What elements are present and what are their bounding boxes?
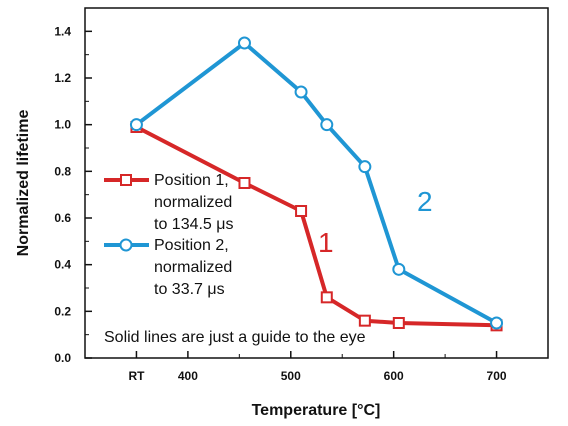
series-2-point-2 xyxy=(294,85,308,99)
series-1-point-2 xyxy=(295,205,308,217)
y-tick-label-2: 0.4 xyxy=(54,258,71,272)
series-2-tag: 2 xyxy=(417,186,433,217)
x-tick-label-3: 600 xyxy=(384,369,404,383)
y-tick-label-4: 0.8 xyxy=(54,164,71,178)
x-tick-label-1: 400 xyxy=(178,369,198,383)
axis-ticks: 0.0 0.2 0.4 0.6 0.8 1.0 1.2 1.4 RT 400 500 600 700 xyxy=(54,24,507,383)
series-1-point-5 xyxy=(392,317,405,329)
series-1-point-1 xyxy=(238,177,251,189)
legend-series-1-marker xyxy=(120,174,132,186)
x-tick-label-0: RT xyxy=(128,369,145,383)
series-markers xyxy=(129,36,504,332)
y-axis-title: Normalized lifetime xyxy=(15,110,32,257)
legend: Position 1, normalized to 134.5 μs Position… xyxy=(104,172,234,298)
series-1-point-4 xyxy=(358,314,371,327)
series-2-point-4 xyxy=(358,160,372,174)
legend-series-1-text-1: normalized xyxy=(154,194,232,211)
legend-series-2-text-2: to 33.7 μs xyxy=(154,281,225,298)
y-tick-label-5: 1.0 xyxy=(54,118,71,132)
y-tick-label-1: 0.2 xyxy=(54,304,71,318)
series-tags: 12 xyxy=(318,186,433,258)
guide-note: Solid lines are just a guide to the eye xyxy=(104,329,366,346)
x-tick-label-2: 500 xyxy=(281,369,301,383)
series-1-tag: 1 xyxy=(318,227,334,258)
series-2-point-6 xyxy=(490,316,504,330)
legend-series-1-text-0: Position 1, xyxy=(154,172,229,189)
y-tick-label-7: 1.4 xyxy=(54,24,71,38)
series-2-point-5 xyxy=(392,262,406,276)
series-2-point-0 xyxy=(129,118,143,132)
legend-series-2-marker xyxy=(119,238,133,252)
legend-series-2-text-1: normalized xyxy=(154,259,232,276)
series-1-point-3 xyxy=(320,291,333,304)
legend-series-1-text-2: to 134.5 μs xyxy=(154,216,234,233)
legend-series-2-text-0: Position 2, xyxy=(154,237,229,254)
y-tick-label-0: 0.0 xyxy=(54,351,71,365)
x-axis-title: Temperature [°C] xyxy=(252,402,381,419)
y-tick-label-6: 1.2 xyxy=(54,71,71,85)
y-tick-label-3: 0.6 xyxy=(54,211,71,225)
x-tick-label-4: 700 xyxy=(487,369,507,383)
series-2-point-1 xyxy=(237,36,251,50)
plot-frame xyxy=(84,7,549,359)
series-2-point-3 xyxy=(320,118,334,132)
